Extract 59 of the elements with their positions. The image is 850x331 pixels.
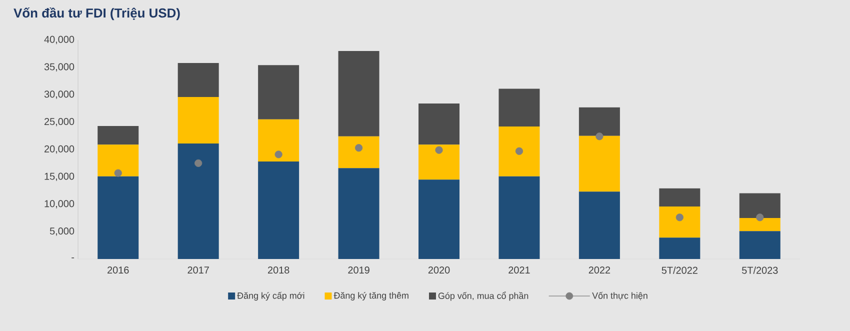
bar <box>498 126 540 176</box>
x-tick-label: 2018 <box>268 266 290 274</box>
x-tick-label: 5T/2023 <box>742 266 778 274</box>
bar <box>258 65 300 120</box>
y-tick-label: 20,000 <box>44 145 74 154</box>
point <box>596 132 604 140</box>
point <box>435 146 443 154</box>
legend-label: Vốn thực hiện <box>592 292 648 300</box>
point <box>756 214 764 222</box>
bar <box>418 144 460 180</box>
bar <box>498 88 540 127</box>
point <box>676 214 684 222</box>
y-tick-label: 15,000 <box>44 172 74 181</box>
bar <box>739 231 780 259</box>
y-tick-label: 5,000 <box>50 228 74 236</box>
point <box>274 150 282 158</box>
bar <box>258 162 300 259</box>
bar <box>418 180 460 259</box>
bar <box>659 188 700 206</box>
bar <box>578 136 620 192</box>
bar <box>338 136 380 168</box>
x-tick-label: 2022 <box>588 266 610 274</box>
chart-title: Vốn đầu tư FDI (Triệu USD) <box>14 8 180 20</box>
y-tick-label: - <box>72 257 74 258</box>
bar <box>178 143 219 259</box>
bar <box>739 218 780 232</box>
bar <box>98 144 139 176</box>
y-tick-label: 10,000 <box>44 200 74 208</box>
y-tick-label: 25,000 <box>44 118 74 126</box>
bar <box>418 104 460 145</box>
point <box>354 144 363 152</box>
legend-label: Đăng ký tăng thêm <box>334 292 408 300</box>
bar <box>338 50 380 136</box>
bar <box>178 62 219 97</box>
x-tick-label: 2017 <box>188 266 209 274</box>
bar <box>498 176 540 259</box>
point <box>114 169 122 177</box>
point <box>194 159 202 167</box>
bar <box>338 168 380 259</box>
bar <box>659 238 700 259</box>
x-tick-label: 2021 <box>508 266 530 274</box>
x-tick-label: 5T/2022 <box>662 266 698 274</box>
bar <box>98 176 139 259</box>
bar <box>178 96 219 144</box>
bar <box>578 107 620 136</box>
y-tick-label: 35,000 <box>44 63 74 72</box>
legend-label: Góp vốn, mua cổ phần <box>438 292 528 301</box>
y-tick-label: 30,000 <box>44 90 74 99</box>
x-tick-label: 2016 <box>108 266 129 274</box>
bar <box>258 119 300 162</box>
legend-label: Đăng ký cấp mới <box>237 292 304 301</box>
bar <box>578 192 620 259</box>
x-tick-label: 2020 <box>428 266 450 274</box>
bar <box>98 126 139 145</box>
x-tick-label: 2019 <box>348 266 370 274</box>
bar <box>659 206 700 238</box>
y-tick-label: 40,000 <box>44 36 74 44</box>
point <box>515 147 524 155</box>
bar <box>739 193 780 218</box>
